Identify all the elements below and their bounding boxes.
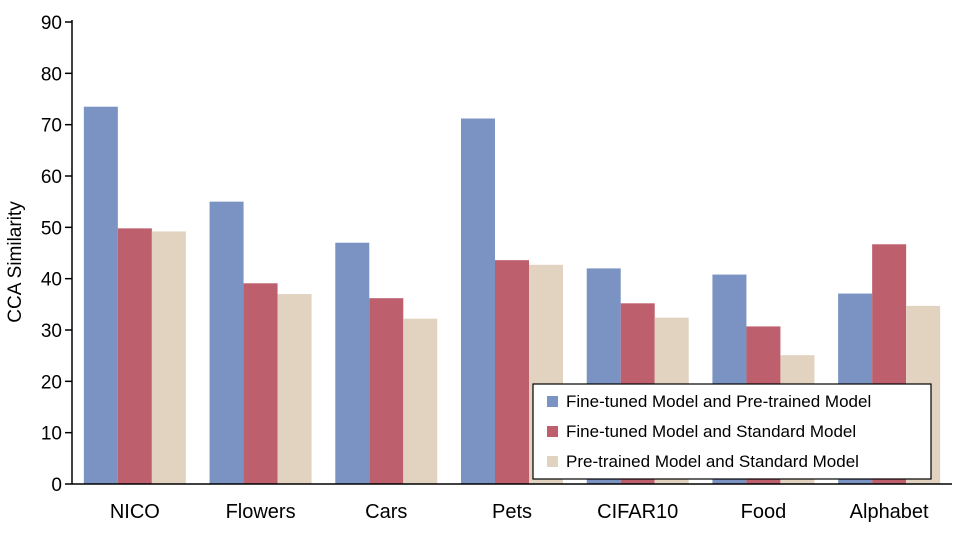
y-tick-label: 40 xyxy=(41,270,62,291)
legend-label: Fine-tuned Model and Standard Model xyxy=(566,422,856,441)
y-tick-label: 80 xyxy=(41,64,62,85)
legend-box xyxy=(532,383,932,480)
legend-swatch xyxy=(547,396,558,407)
legend: Fine-tuned Model and Pre-trained Model Fi… xyxy=(532,383,932,480)
bar-nico-series-2 xyxy=(117,228,152,484)
bar-flowers-series-2 xyxy=(243,283,278,484)
category-labels: NICO Flowers Cars Pets CIFAR10 Food Alphabet xyxy=(110,501,929,523)
y-tick-label: 20 xyxy=(41,372,62,393)
bar-nico-series-1 xyxy=(83,106,118,484)
y-tick-label: 90 xyxy=(41,13,62,34)
legend-swatch xyxy=(547,426,558,437)
category-label: Flowers xyxy=(226,501,296,523)
category-label: Food xyxy=(741,501,787,523)
bar-cars-series-2 xyxy=(369,298,404,484)
category-label: Cars xyxy=(365,501,407,523)
bar-pets-series-1 xyxy=(461,118,495,485)
legend-label: Fine-tuned Model and Pre-trained Model xyxy=(566,392,871,411)
bar-pets-series-2 xyxy=(495,260,529,484)
y-tick-label: 30 xyxy=(41,321,62,342)
y-axis-ticks: 0 10 20 30 40 50 60 70 80 90 xyxy=(41,13,72,496)
y-tick-label: 0 xyxy=(51,475,62,496)
bar-cars-series-3 xyxy=(403,318,438,484)
bar-cars-series-1 xyxy=(335,242,370,484)
y-axis-title: CCA Similarity xyxy=(5,201,26,323)
bar-nico-series-3 xyxy=(151,231,186,484)
category-label: Pets xyxy=(492,501,532,523)
y-tick-label: 50 xyxy=(41,218,62,239)
category-label: CIFAR10 xyxy=(597,501,678,523)
category-label: Alphabet xyxy=(850,501,929,523)
axes xyxy=(71,20,952,485)
category-label: NICO xyxy=(110,501,160,523)
y-tick-label: 10 xyxy=(41,424,62,445)
bar-flowers-series-3 xyxy=(277,294,312,484)
legend-label: Pre-trained Model and Standard Model xyxy=(566,452,859,471)
legend-swatch xyxy=(547,456,558,467)
y-tick-label: 60 xyxy=(41,167,62,188)
bar-flowers-series-1 xyxy=(209,201,244,484)
y-tick-label: 70 xyxy=(41,116,62,137)
